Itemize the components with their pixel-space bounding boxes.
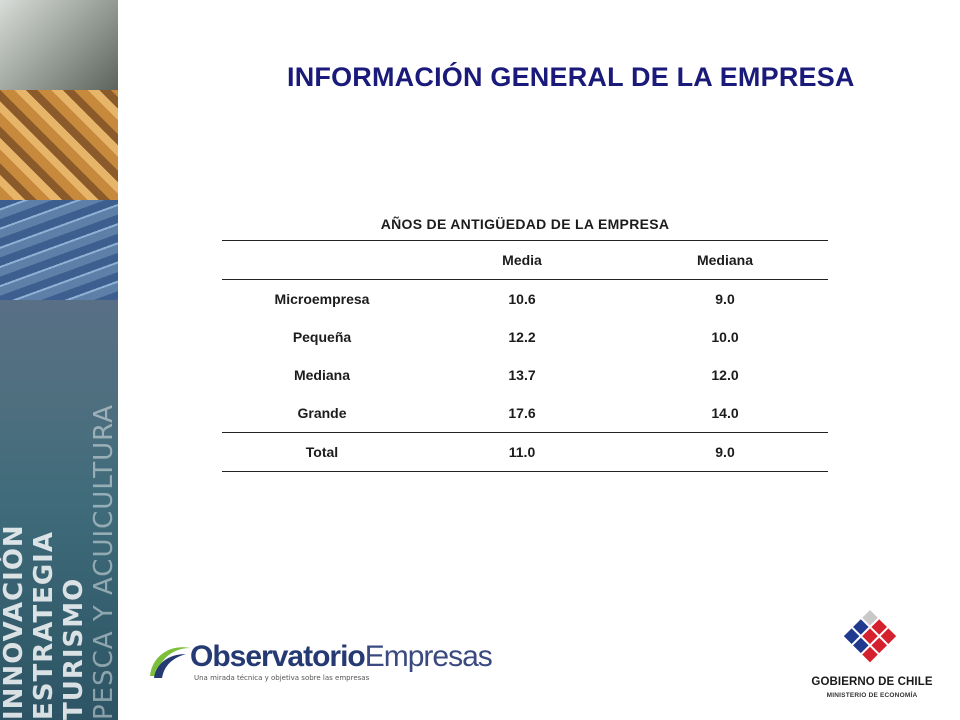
cell-media: 13.7 <box>508 367 536 383</box>
ministerio-name: MINISTERIO DE ECONOMÍA <box>826 692 918 699</box>
cell-media: 12.2 <box>508 329 536 345</box>
cell-mediana: 10.0 <box>711 329 739 345</box>
row-label: Pequeña <box>292 329 352 345</box>
lab-photo <box>0 0 118 90</box>
row-label: Mediana <box>293 367 350 383</box>
page-title: INFORMACIÓN GENERAL DE LA EMPRESA <box>287 62 855 92</box>
total-mediana: 9.0 <box>715 444 735 460</box>
side-word: ESTRATEGIA <box>30 531 58 720</box>
row-label: Grande <box>297 405 347 421</box>
side-word: INNOVACIÓN <box>0 524 28 720</box>
chile-diamond-mark-icon <box>843 610 897 663</box>
antiguedad-table: Media Mediana Microempresa 10.6 9.0 Pequ… <box>222 240 828 472</box>
total-media: 11.0 <box>508 444 536 460</box>
table-title: AÑOS DE ANTIGÜEDAD DE LA EMPRESA <box>380 216 670 232</box>
observatorio-swoosh-icon <box>150 647 190 678</box>
observatorio-wordmark: ObservatorioEmpresas <box>190 640 493 674</box>
side-word: TURISMO <box>60 577 88 720</box>
empresas-word: Empresas <box>364 640 493 673</box>
gobierno-name: GOBIERNO DE CHILE <box>811 676 933 688</box>
food-production-photo <box>0 90 118 200</box>
observatorio-tagline: Una mirada técnica y objetiva sobre las … <box>194 674 370 682</box>
gobierno-de-chile-logo: GOBIERNO DE CHILE MINISTERIO DE ECONOMÍA <box>808 606 938 706</box>
row-label: Microempresa <box>274 291 370 307</box>
table-total-row: Total 11.0 9.0 <box>222 432 828 472</box>
side-photo-strip: INNOVACIÓN ESTRATEGIA TURISMO PESCA Y AC… <box>0 0 118 720</box>
table-header-row: Media Mediana <box>222 240 828 280</box>
cell-media: 10.6 <box>508 291 536 307</box>
table-row: Pequeña 12.2 10.0 <box>222 318 828 356</box>
total-label: Total <box>305 444 339 460</box>
solar-panels-photo <box>0 200 118 300</box>
cell-media: 17.6 <box>508 405 536 421</box>
cell-mediana: 14.0 <box>711 405 739 421</box>
table-row: Microempresa 10.6 9.0 <box>222 280 828 319</box>
column-header-mediana: Mediana <box>696 252 753 268</box>
table-row: Grande 17.6 14.0 <box>222 394 828 433</box>
side-word: PESCA Y ACUICULTURA <box>90 404 118 720</box>
observatorio-empresas-logo: ObservatorioEmpresas Una mirada técnica … <box>146 632 493 692</box>
cell-mediana: 9.0 <box>715 291 735 307</box>
column-header-media: Media <box>502 252 542 268</box>
table-row: Mediana 13.7 12.0 <box>222 356 828 394</box>
column-header <box>222 241 422 280</box>
cell-mediana: 12.0 <box>711 367 739 383</box>
observatorio-word: Observatorio <box>190 640 366 673</box>
side-keywords: INNOVACIÓN ESTRATEGIA TURISMO PESCA Y AC… <box>0 300 118 720</box>
